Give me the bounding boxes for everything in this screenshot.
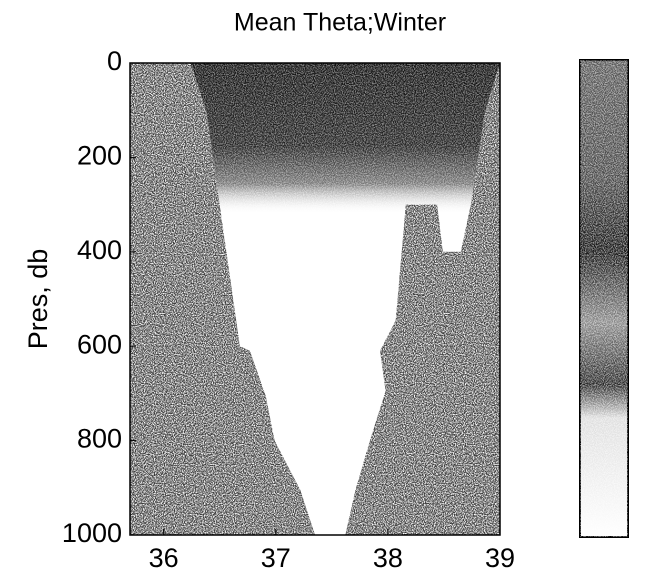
colorbar [579,59,629,538]
x-tick-label: 36 [149,543,179,573]
x-tick-label: 37 [261,543,291,573]
x-tick-label: 38 [373,543,403,573]
y-tick-label: 400 [77,235,122,265]
cold-layer-texture [190,63,500,215]
y-tick-label: 600 [77,329,122,359]
y-tick-label: 800 [77,424,122,454]
y-tick-label: 0 [107,46,122,76]
chart-title: Mean Theta;Winter [234,9,446,37]
colorbar-texture [580,60,628,537]
y-tick-label: 200 [77,141,122,171]
plot-frame [129,62,501,536]
x-tick-label: 39 [485,543,515,573]
y-axis-label: Pres, db [23,249,53,350]
y-tick-label: 1000 [62,518,122,548]
upper-layer [190,63,500,215]
